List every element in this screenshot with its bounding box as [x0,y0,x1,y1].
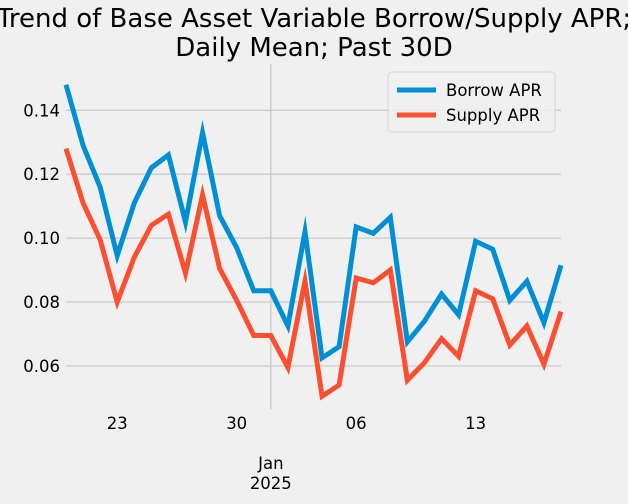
x-tick-label: 06 [346,414,367,433]
series-line-supply-apr [63,147,564,401]
x-major-tick-label: Jan [257,454,283,473]
series-lines [63,84,564,401]
y-tick-label: 0.08 [23,293,60,312]
chart-title: Trend of Base Asset Variable Borrow/Supp… [0,4,628,63]
series-line-borrow-apr [63,84,564,363]
legend-label: Borrow APR [446,81,542,100]
chart-title-line-2: Daily Mean; Past 30D [175,33,452,63]
x-tick-label: 23 [107,414,128,433]
x-tick-label: 30 [226,414,247,433]
legend-label: Supply APR [446,106,540,125]
y-tick-label: 0.12 [23,165,60,184]
y-tick-label: 0.06 [23,357,60,376]
legend: Borrow APR Supply APR [387,71,556,133]
y-tick-label: 0.14 [23,101,60,120]
chart-title-line-1: Trend of Base Asset Variable Borrow/Supp… [0,4,628,34]
x-major-tick-label: 2025 [250,474,292,493]
x-tick-label: 13 [465,414,486,433]
y-axis-tick-labels: 0.06 0.08 0.10 0.12 0.14 [23,101,60,376]
y-tick-label: 0.10 [23,229,60,248]
